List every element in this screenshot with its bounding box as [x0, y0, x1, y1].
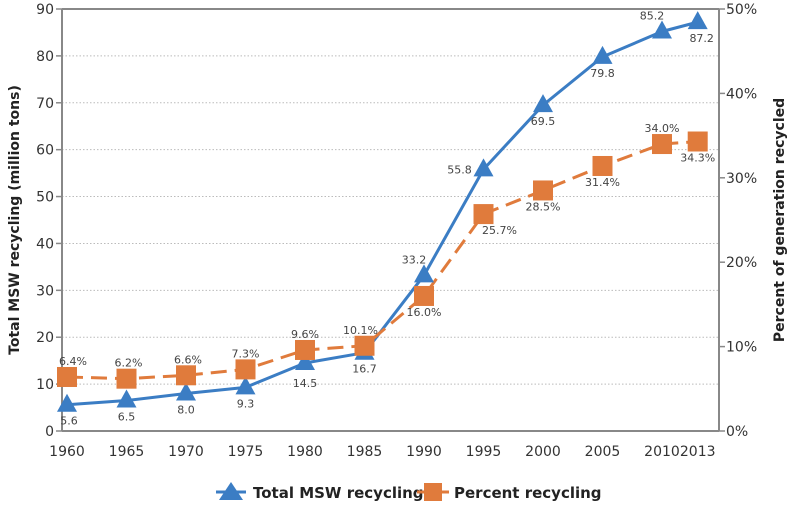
left-tick-label: 60	[36, 143, 54, 159]
data-label: 6.5	[118, 411, 136, 424]
legend: Total MSW recycling Percent recycling	[216, 482, 602, 502]
left-tick-label: 70	[36, 96, 54, 112]
triangle-marker	[473, 158, 494, 177]
right-tick-label: 10%	[726, 340, 757, 356]
x-tick-label: 1995	[466, 444, 502, 460]
square-marker	[592, 155, 613, 176]
square-marker	[176, 365, 196, 386]
left-tick-label: 90	[36, 2, 54, 18]
square-marker	[533, 180, 553, 201]
x-tick-label: 2013	[680, 444, 716, 460]
data-label: 69.5	[531, 115, 556, 128]
data-label: 9.3	[237, 397, 255, 410]
triangle-marker	[592, 45, 613, 64]
right-axis-title: Percent of generation recycled	[772, 98, 788, 342]
data-label: 7.3%	[232, 347, 260, 360]
data-label: 16.7	[352, 363, 377, 376]
square-marker	[295, 339, 315, 360]
right-tick-label: 40%	[726, 86, 757, 102]
right-tick-label: 20%	[726, 255, 757, 271]
series-layer: 5.6 6.5 8.0 9.3 14.5 16.7 33.2 55.8 69.5 79.8 85.2…	[57, 10, 715, 428]
data-label: 5.6	[60, 415, 78, 428]
x-tick-label: 1990	[406, 444, 442, 460]
data-label: 87.2	[689, 32, 714, 45]
axes: 0 10 20 30 40 50 60 70 80 90 0% 10% 20% 30% 40% 50% 1960…	[36, 2, 757, 460]
triangle-marker	[687, 11, 708, 30]
data-label: 34.3%	[680, 152, 715, 165]
x-tick-label: 1985	[347, 444, 383, 460]
right-tick-label: 30%	[726, 171, 757, 187]
x-tick-label: 2010	[644, 444, 680, 460]
triangle-marker	[295, 352, 315, 371]
triangle-marker-icon	[219, 482, 243, 500]
data-label: 8.0	[177, 403, 195, 416]
x-tick-label: 1980	[287, 444, 323, 460]
left-tick-label: 0	[45, 424, 54, 440]
square-marker	[687, 131, 708, 152]
square-marker	[235, 359, 256, 380]
square-marker	[473, 204, 494, 225]
x-tick-label: 1970	[168, 444, 204, 460]
data-label: 85.2	[640, 10, 665, 23]
data-label: 16.0%	[407, 306, 442, 319]
square-marker	[414, 285, 434, 306]
triangle-marker	[533, 94, 553, 113]
square-marker	[354, 335, 375, 356]
left-tick-label: 10	[36, 377, 54, 393]
data-label: 6.2%	[115, 357, 143, 370]
data-label: 34.0%	[645, 122, 680, 135]
data-label: 33.2	[402, 253, 427, 266]
x-tick-label: 1960	[49, 444, 85, 460]
data-label: 6.6%	[174, 353, 202, 366]
left-tick-label: 40	[36, 236, 54, 252]
left-tick-label: 80	[36, 49, 54, 65]
right-tick-label: 50%	[726, 2, 757, 18]
left-axis-title: Total MSW recycling (million tons)	[7, 85, 23, 355]
gridlines	[62, 8, 719, 385]
legend-label-total-msw: Total MSW recycling	[253, 484, 424, 502]
legend-item-percent: Percent recycling	[417, 483, 602, 502]
triangle-marker	[235, 376, 256, 395]
left-tick-label: 20	[36, 330, 54, 346]
right-tick-label: 0%	[726, 424, 748, 440]
data-label: 9.6%	[291, 328, 319, 341]
data-label: 6.4%	[59, 355, 87, 368]
triangle-marker	[176, 382, 196, 401]
data-label: 10.1%	[343, 324, 378, 337]
triangle-marker	[414, 264, 434, 283]
data-label: 14.5	[293, 377, 318, 390]
square-marker	[116, 368, 137, 389]
legend-label-percent: Percent recycling	[454, 484, 602, 502]
square-marker	[57, 366, 77, 387]
data-label: 31.4%	[585, 176, 620, 189]
x-tick-label: 2000	[525, 444, 561, 460]
square-marker-icon	[424, 483, 442, 501]
data-label: 55.8	[447, 163, 472, 176]
triangle-marker	[57, 393, 77, 412]
x-tick-label: 2005	[585, 444, 621, 460]
x-tick-label: 1975	[228, 444, 264, 460]
data-label: 25.7%	[482, 224, 517, 237]
x-tick-label: 1965	[109, 444, 145, 460]
data-label: 79.8	[590, 67, 615, 80]
data-label: 28.5%	[526, 200, 561, 213]
left-tick-label: 30	[36, 283, 54, 299]
series-line-total-msw	[66, 20, 699, 407]
square-marker	[652, 134, 672, 155]
legend-item-total-msw: Total MSW recycling	[216, 482, 424, 502]
left-tick-label: 50	[36, 190, 54, 206]
triangle-marker	[652, 20, 672, 39]
triangle-marker	[116, 389, 137, 408]
